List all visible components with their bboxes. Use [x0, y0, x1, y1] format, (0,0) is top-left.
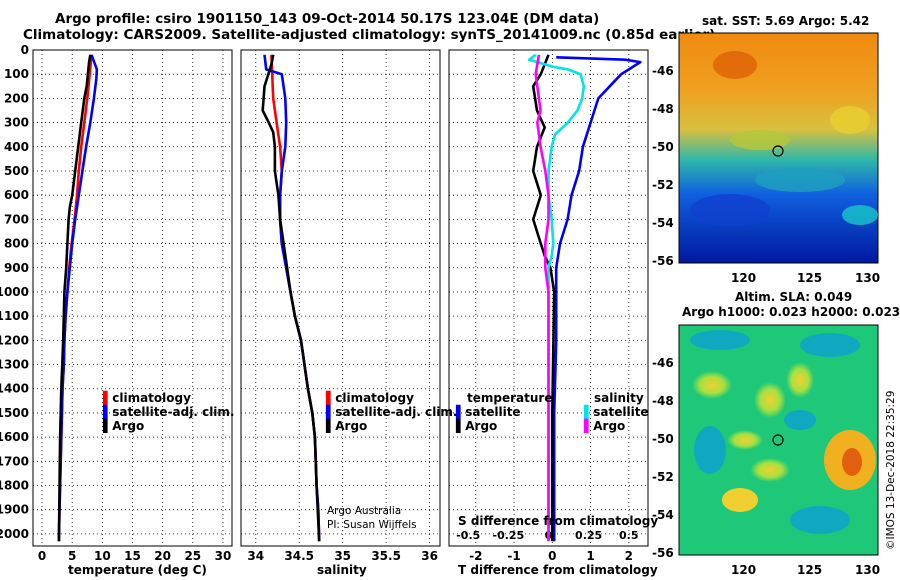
credit-org: Argo Australia: [327, 505, 402, 517]
sst-map-title: sat. SST: 5.69 Argo: 5.42: [702, 14, 870, 28]
salinity-xtick-label: 36: [421, 549, 438, 563]
temperature-profile-argoline: [57, 54, 92, 542]
sst-lon-tick: 130: [855, 271, 881, 285]
sla-lon-tick: 125: [797, 563, 823, 577]
depth-tick-label: 1900: [0, 503, 29, 517]
temperature-xtick-label: 25: [184, 549, 201, 563]
s-difference-title: S difference from climatology: [458, 514, 659, 528]
salinity-xtick-label: 34.5: [284, 549, 314, 563]
sst-lon-tick: 120: [731, 271, 757, 285]
depth-tick-label: 400: [4, 140, 29, 154]
sst-map-texture: [690, 51, 878, 226]
diff-legend-sal-head: salinity: [594, 391, 644, 405]
temp-legend-argo: ▌Argo: [103, 419, 145, 433]
diff-legend-sal-argo: ▌Argo: [584, 419, 626, 433]
sla-map-title: Altim. SLA: 0.049: [735, 290, 853, 304]
depth-tick-label: 100: [4, 67, 29, 81]
diff-legend-temp-argo: ▌Argo: [456, 419, 498, 433]
depth-tick-label: 0: [21, 43, 29, 57]
salinity-profile-climatologyline: [270, 54, 321, 542]
difference-from-climatology-satellite-t-line: [552, 56, 642, 542]
diff-legend-temp-satellite: ▌satellite: [456, 405, 521, 419]
temp-legend-satellite: ▌satellite-adj. clim.: [103, 405, 235, 419]
title-line-2: Climatology: CARS2009. Satellite-adjuste…: [23, 27, 716, 43]
sst-lat-tick: -50: [652, 140, 674, 154]
depth-tick-label: 1000: [0, 285, 29, 299]
depth-tick-label: 300: [4, 116, 29, 130]
depth-tick-label: 600: [4, 188, 29, 202]
difference-xtick-label: 0: [548, 549, 556, 563]
diff-legend-sal-satellite: ▌satellite: [584, 405, 649, 419]
difference-xtick-label: -1: [507, 549, 520, 563]
depth-tick-label: 1800: [0, 479, 29, 493]
sal-legend-climatology: ▌climatology: [326, 391, 414, 405]
sla-lat-tick: -48: [652, 394, 674, 408]
S-difference-from-climatology-argo-s-line: [534, 54, 550, 542]
depth-tick-label: 1600: [0, 430, 29, 444]
sla-lon-tick: 130: [855, 563, 881, 577]
depth-tick-label: 1700: [0, 454, 29, 468]
difference-from-climatology-argo-t-line: [531, 54, 556, 542]
sla-lat-tick: -52: [652, 470, 674, 484]
depth-tick-label: 500: [4, 164, 29, 178]
s-difference-tick-label: 0.5: [619, 529, 639, 542]
depth-tick-label: 900: [4, 261, 29, 275]
sst-lat-tick: -54: [652, 216, 674, 230]
depth-tick-label: 200: [4, 91, 29, 105]
sal-legend-satellite: ▌satellite-adj. clim.: [326, 405, 458, 419]
s-difference-tick-label: 0.25: [575, 529, 602, 542]
temperature-xtick-label: 20: [154, 549, 171, 563]
salinity-xlabel: salinity: [317, 563, 367, 577]
difference-xlabel: T difference from climatology: [458, 563, 658, 577]
diff-legend-temp-head: temperature: [467, 391, 553, 405]
temperature-xtick-label: 10: [94, 549, 111, 563]
temperature-xtick-label: 5: [68, 549, 76, 563]
sst-lat-tick: -46: [652, 64, 674, 78]
temperature-xtick-label: 0: [38, 549, 46, 563]
depth-tick-label: 1200: [0, 333, 29, 347]
sla-lat-tick: -46: [652, 356, 674, 370]
depth-tick-label: 1100: [0, 309, 29, 323]
difference-xtick-label: -2: [469, 549, 482, 563]
title-line-1: Argo profile: csiro 1901150_143 09-Oct-2…: [55, 11, 600, 27]
difference-axes: [448, 49, 649, 547]
sla-lat-tick: -54: [652, 508, 674, 522]
salinity-profile-argoline: [261, 54, 321, 542]
salinity-xtick-label: 34: [247, 549, 264, 563]
depth-tick-label: 2000: [0, 527, 29, 541]
depth-tick-label: 1500: [0, 406, 29, 420]
temperature-xtick-label: 15: [124, 549, 141, 563]
argo-location-marker-sla: [772, 434, 784, 446]
sst-lat-tick: -52: [652, 178, 674, 192]
s-difference-tick-label: -0.25: [493, 529, 525, 542]
salinity-axes: [240, 49, 441, 547]
sla-lon-tick: 120: [731, 563, 757, 577]
sst-map: [678, 32, 879, 264]
depth-tick-label: 800: [4, 237, 29, 251]
sla-map-texture: [690, 330, 876, 534]
credit-pi: PI: Susan Wijffels: [327, 519, 417, 531]
depth-tick-label: 1400: [0, 382, 29, 396]
depth-tick-label: 1300: [0, 358, 29, 372]
sst-lat-tick: -48: [652, 102, 674, 116]
temperature-xtick-label: 30: [215, 549, 232, 563]
salinity-xtick-label: 35: [334, 549, 351, 563]
salinity-xtick-label: 35.5: [371, 549, 401, 563]
sla-lat-tick: -50: [652, 432, 674, 446]
difference-xtick-label: 2: [625, 549, 633, 563]
temperature-xlabel: temperature (deg C): [68, 563, 207, 577]
sla-map-subtitle: Argo h1000: 0.023 h2000: 0.023: [682, 305, 900, 319]
s-difference-tick-label: -0.5: [456, 529, 480, 542]
sst-lat-tick: -56: [652, 254, 674, 268]
sal-legend-argo: ▌Argo: [326, 419, 368, 433]
depth-tick-label: 700: [4, 212, 29, 226]
sst-lon-tick: 125: [797, 271, 823, 285]
sla-lat-tick: -56: [652, 546, 674, 560]
argo-location-marker-sst: [772, 145, 784, 157]
difference-xtick-label: 1: [586, 549, 594, 563]
temp-legend-climatology: ▌climatology: [103, 391, 191, 405]
